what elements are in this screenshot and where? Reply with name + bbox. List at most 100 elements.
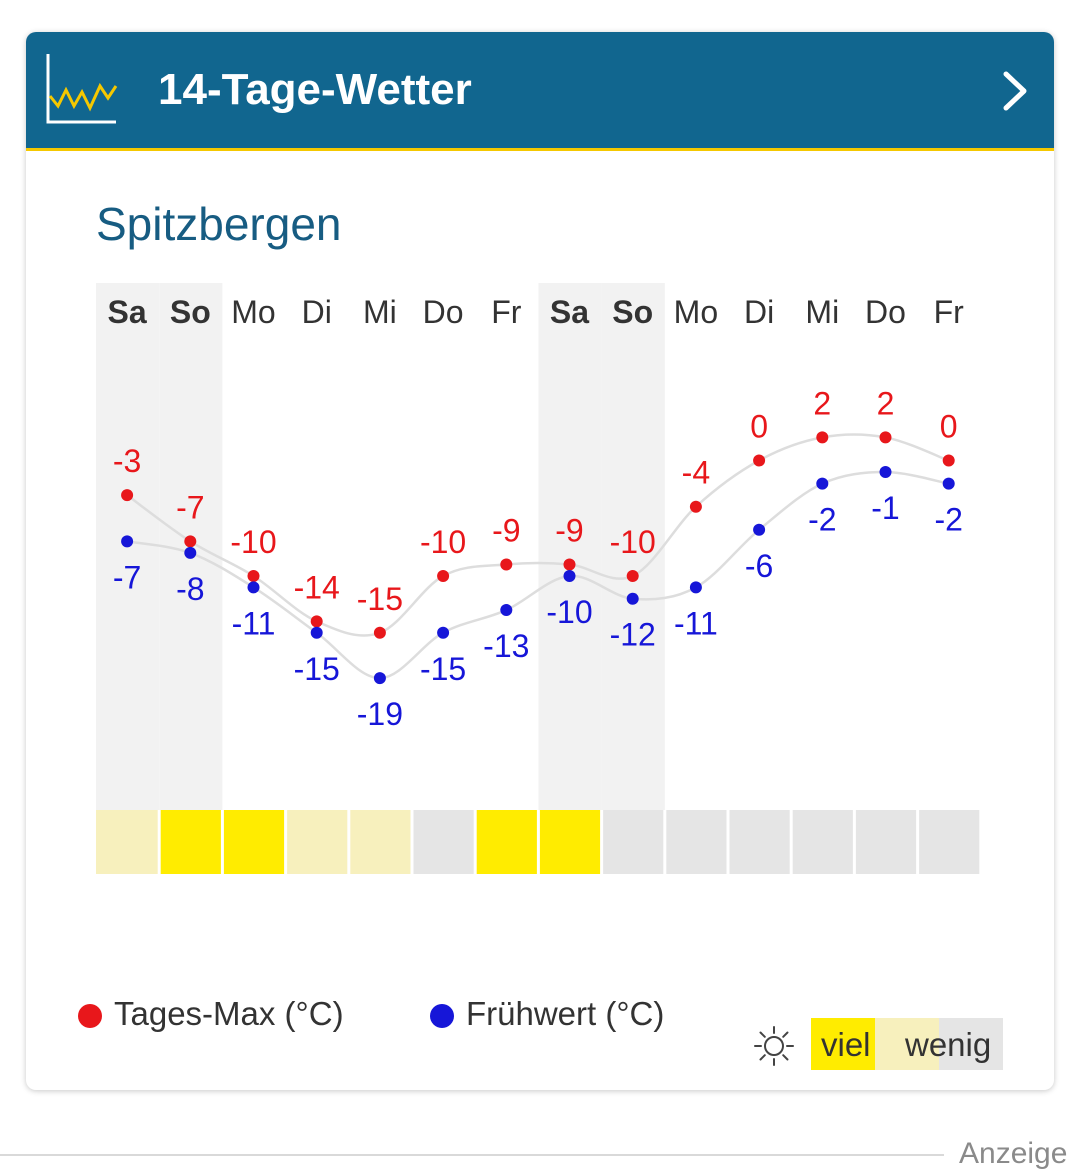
ad-label: Anzeige [959,1137,1068,1170]
early-point [563,570,576,582]
sunshine-scale-wenig [939,1018,1003,1070]
early-point [500,604,513,617]
max-value-label: -3 [113,443,141,479]
early-point [879,466,892,479]
max-value-label: -4 [682,455,710,491]
early-point [753,523,766,536]
day-label: Di [302,294,332,330]
day-label: Mo [231,294,275,330]
early-point [437,626,450,639]
max-point [879,431,892,444]
card-header[interactable]: 14-Tage-Wetter [26,32,1054,151]
sunshine-cell [476,810,537,874]
max-point [373,626,386,639]
early-point [689,581,702,594]
sunshine-cell [539,810,601,874]
day-label: Di [744,294,774,330]
early-value-label: -12 [610,617,656,653]
day-label: Fr [934,294,965,330]
legend-early-dot [430,1004,454,1028]
legend-max-dot [78,1004,102,1028]
early-value-label: -11 [674,605,718,641]
max-point [247,570,260,582]
line-chart-icon [46,54,118,124]
early-value-label: -13 [483,628,529,664]
sun-icon [754,1026,794,1066]
sunshine-cell [160,810,221,874]
legend: Tages-Max (°C) Frühwert (°C) [0,990,1080,1042]
early-series-line [126,470,949,680]
legend-early-label: Frühwert (°C) [466,995,665,1032]
day-label: Mi [805,294,839,330]
sunshine-cell [729,810,790,874]
max-value-label: 0 [940,409,958,445]
early-point [310,626,323,639]
max-value-label: -10 [230,524,276,560]
sunshine-cell [666,810,727,874]
max-value-label: 2 [877,385,895,421]
max-series-line [126,433,950,637]
early-point [626,592,639,605]
early-value-label: -8 [176,571,204,607]
max-value-label: -14 [294,569,340,605]
early-value-label: -7 [113,559,141,595]
early-value-label: -11 [232,605,276,641]
max-point [500,558,513,571]
sunshine-cell [855,810,917,874]
max-point [437,570,450,582]
sunshine-cell [603,810,664,874]
footer-divider [0,1154,944,1156]
sunshine-cell [287,810,348,874]
max-point [310,615,323,628]
sunshine-cell [919,810,980,874]
early-value-label: -6 [745,548,773,584]
day-label: Sa [550,294,589,330]
max-point [753,454,766,467]
weekend-band [538,283,602,810]
max-point [689,500,702,513]
max-point [816,431,829,444]
max-value-label: -9 [555,512,583,548]
sunshine-scale-viel [811,1018,875,1070]
max-point [184,535,197,548]
early-value-label: -1 [871,490,899,526]
early-point [121,535,134,548]
max-point [121,489,134,502]
day-label: So [612,294,653,330]
max-value-label: 0 [750,409,768,445]
day-label: So [170,294,211,330]
max-value-label: -9 [492,512,520,548]
early-point [247,581,260,594]
day-label: Mi [363,294,397,330]
day-label: Do [423,294,464,330]
header-title: 14-Tage-Wetter [158,65,472,114]
location-title: Spitzbergen [96,198,342,250]
early-point [184,546,197,559]
max-point [563,558,576,571]
max-value-label: -10 [610,524,656,560]
sunshine-cell [413,810,474,874]
early-point [942,477,955,490]
early-point [373,672,386,685]
sunshine-scale-mid [875,1018,939,1070]
sunshine-cell [350,810,411,874]
max-value-label: -10 [420,524,466,560]
max-value-label: 2 [813,385,831,421]
early-value-label: -19 [357,696,403,732]
sunshine-cell [792,810,853,874]
sunshine-cell [96,810,158,874]
early-value-label: -2 [808,502,836,538]
day-label: Do [865,294,906,330]
sunshine-viel-label: viel [821,1026,871,1063]
max-point [942,454,955,467]
early-value-label: -10 [546,594,592,630]
day-label: Sa [108,294,147,330]
chevron-right-icon[interactable] [1000,70,1030,112]
early-value-label: -2 [934,502,962,538]
max-point [626,570,639,582]
early-value-label: -15 [420,651,466,687]
sunshine-scale: viel wenig [811,1018,1003,1070]
day-label: Fr [491,294,522,330]
max-value-label: -15 [357,581,403,617]
